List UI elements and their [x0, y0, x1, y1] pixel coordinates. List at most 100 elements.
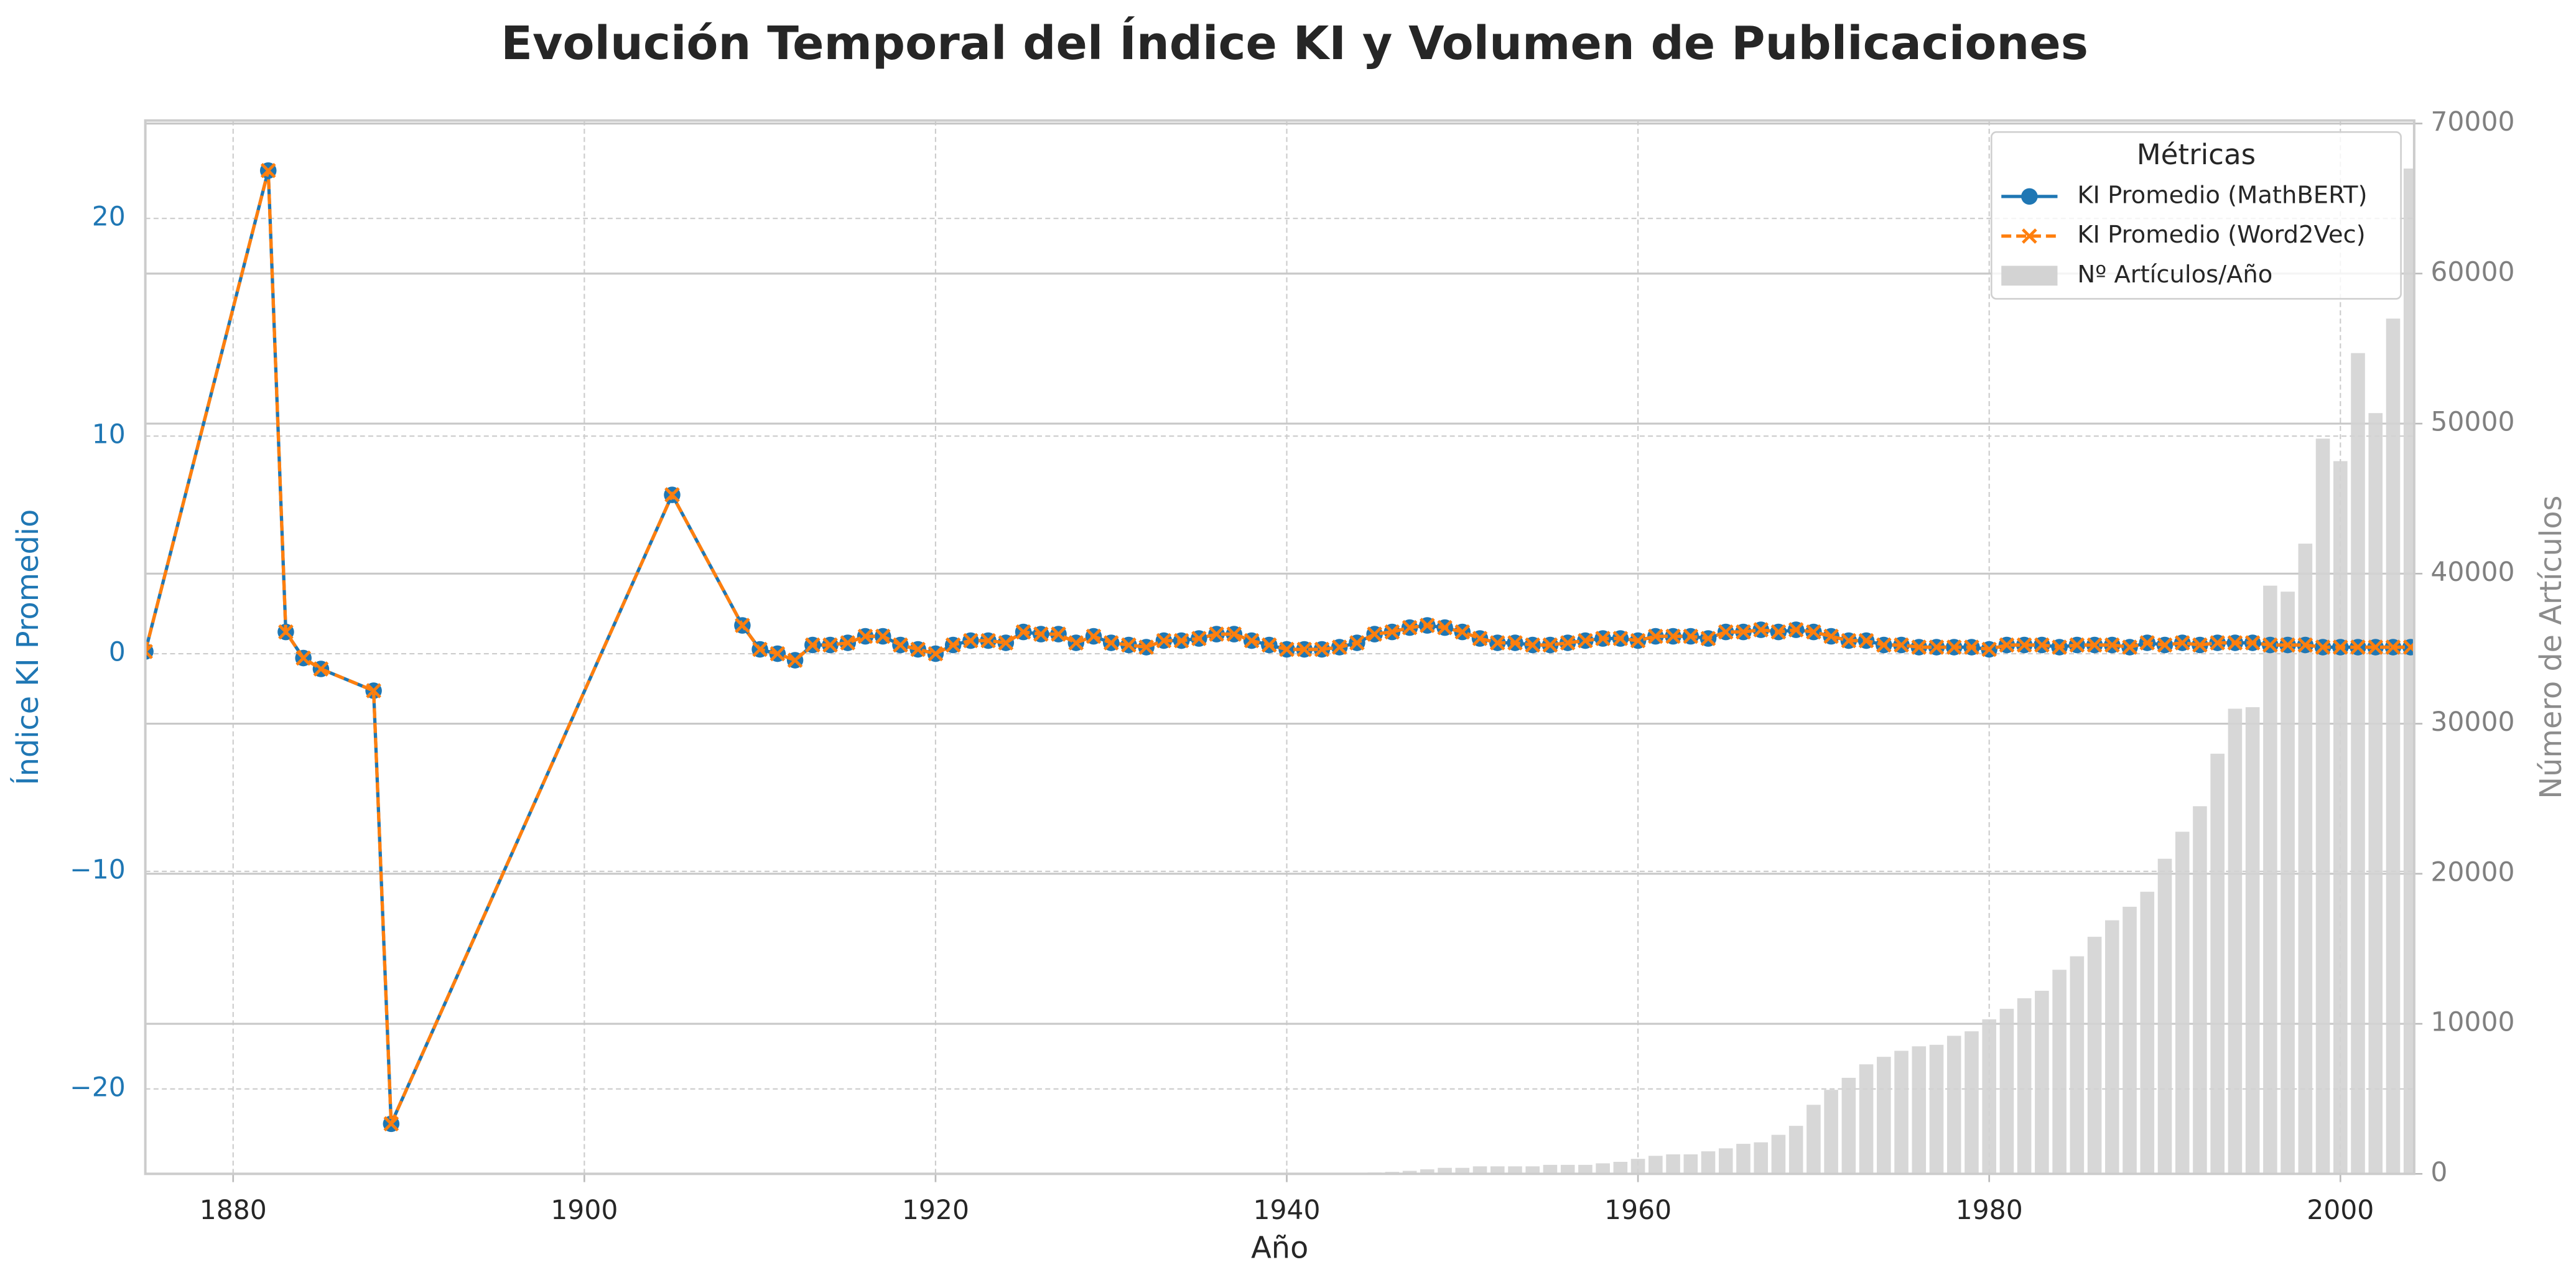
marker: [383, 1116, 399, 1132]
marker: [1244, 633, 1260, 649]
marker: [278, 624, 294, 640]
bar: [1560, 1164, 1575, 1174]
marker: [1999, 637, 2015, 653]
marker: [945, 637, 961, 653]
marker: [2210, 635, 2225, 651]
marker: [2016, 637, 2032, 653]
bar: [1508, 1166, 1522, 1174]
bar: [1999, 1008, 2014, 1174]
marker: [1911, 639, 1927, 655]
chart-title: Evolución Temporal del Índice KI y Volum…: [501, 16, 2088, 70]
marker: [295, 650, 311, 666]
marker: [980, 633, 996, 649]
bar: [1613, 1162, 1628, 1174]
bar: [2123, 906, 2137, 1174]
bar: [1806, 1105, 1821, 1174]
bar: [2403, 168, 2414, 1174]
bar: [2157, 858, 2172, 1174]
y2-tick-label: 0: [2430, 1157, 2447, 1188]
marker: [1296, 641, 1313, 657]
bar: [1490, 1166, 1505, 1174]
bar: [1402, 1171, 1417, 1174]
marker: [1437, 619, 1453, 636]
marker: [2368, 639, 2384, 655]
bar: [1525, 1166, 1540, 1174]
marker: [1858, 633, 1874, 649]
bar: [2052, 970, 2067, 1174]
marker: [1788, 622, 1804, 638]
marker: [1156, 633, 1172, 649]
marker: [928, 646, 944, 662]
bar: [1666, 1154, 1680, 1174]
bar: [2333, 461, 2348, 1174]
marker: [1209, 626, 1224, 642]
marker: [1841, 633, 1857, 649]
y-axis-label: Índice KI Promedio: [10, 509, 45, 786]
marker: [1261, 637, 1277, 653]
marker: [735, 618, 750, 633]
bar: [1718, 1148, 1733, 1174]
marker: [1753, 622, 1769, 638]
marker: [1314, 641, 1330, 657]
marker: [2069, 637, 2085, 653]
bar: [1736, 1144, 1751, 1174]
y2-tick-label: 20000: [2430, 857, 2514, 888]
bar: [2245, 707, 2260, 1174]
legend-label: Nº Artículos/Año: [2077, 261, 2272, 289]
legend-box: [1990, 131, 2402, 300]
marker: [2297, 637, 2313, 653]
marker: [1191, 631, 1207, 646]
marker: [1981, 641, 1997, 657]
marker: [2052, 639, 2067, 655]
bar: [1859, 1064, 1874, 1174]
marker: [1138, 639, 1154, 655]
marker: [998, 635, 1014, 651]
bar: [1894, 1050, 1909, 1174]
marker: [770, 646, 786, 662]
marker: [1103, 635, 1119, 651]
marker: [1121, 637, 1137, 653]
marker: [2139, 635, 2155, 651]
bar: [1771, 1134, 1786, 1174]
bar: [1912, 1046, 1927, 1174]
marker: [1718, 624, 1734, 640]
marker: [1894, 637, 1909, 653]
marker: [1542, 637, 1558, 653]
marker: [2122, 639, 2137, 655]
bar: [2105, 920, 2119, 1174]
bar: [2281, 591, 2295, 1174]
marker: [1507, 635, 1523, 651]
bar: [1683, 1154, 1698, 1174]
marker: [2157, 637, 2173, 653]
legend-label: KI Promedio (Word2Vec): [2077, 221, 2365, 249]
marker: [1823, 628, 1839, 644]
marker: [2332, 639, 2348, 655]
y2-tick-label: 50000: [2430, 407, 2514, 438]
bar: [2210, 753, 2225, 1174]
marker: [1331, 639, 1347, 655]
x-tick-label: 1900: [551, 1195, 618, 1226]
bar: [2087, 937, 2102, 1174]
marker: [1560, 635, 1576, 651]
bar: [1841, 1077, 1856, 1174]
y-tick-label: 20: [92, 202, 126, 233]
legend-marker: [2022, 228, 2037, 244]
marker: [1612, 631, 1629, 646]
bar: [2386, 318, 2401, 1174]
legend-swatch: [2001, 266, 2058, 286]
marker: [1454, 624, 1471, 640]
marker: [875, 628, 891, 644]
marker: [2402, 639, 2414, 655]
x-tick-label: 1880: [200, 1195, 267, 1226]
marker: [1086, 628, 1102, 644]
marker: [1648, 628, 1663, 644]
bar: [1929, 1044, 1944, 1174]
y2-axis-label: Número de Artículos: [2534, 496, 2569, 799]
marker: [1770, 624, 1787, 640]
marker: [664, 487, 680, 503]
marker: [2385, 639, 2401, 655]
y-tick-label: −10: [70, 855, 126, 885]
marker: [840, 635, 856, 651]
marker: [1367, 626, 1382, 642]
